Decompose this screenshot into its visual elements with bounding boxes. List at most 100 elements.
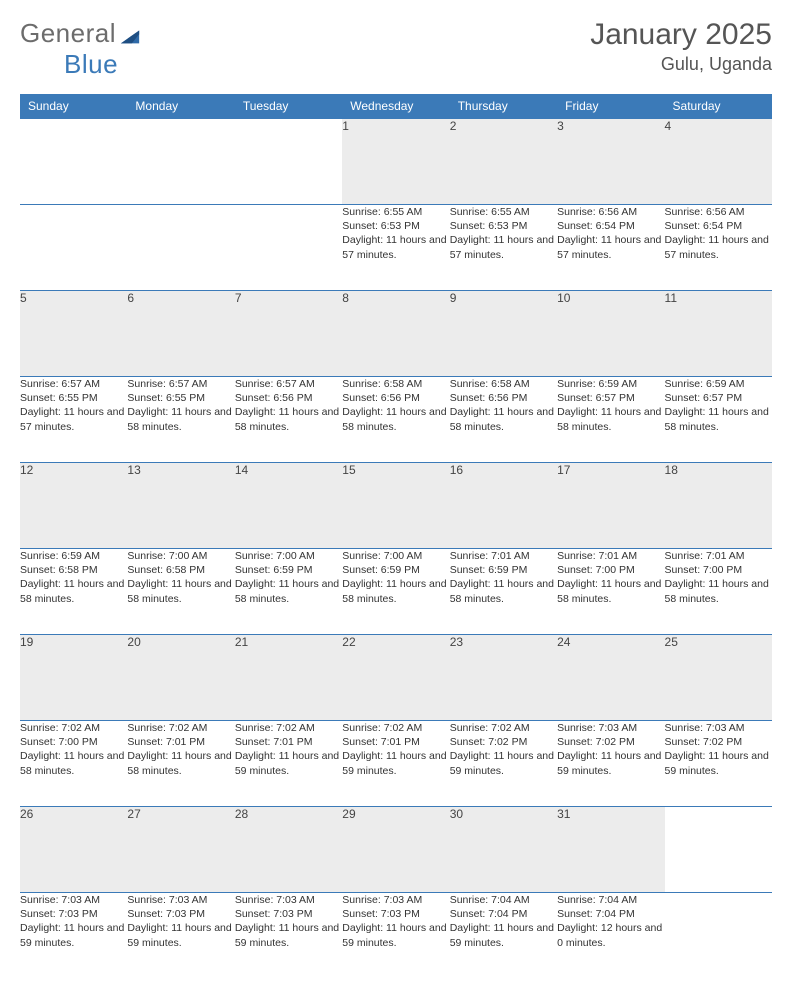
daylight-line: Daylight: 11 hours and 59 minutes. bbox=[342, 921, 449, 949]
daylight-line: Daylight: 11 hours and 58 minutes. bbox=[342, 577, 449, 605]
daylight-line: Daylight: 11 hours and 59 minutes. bbox=[235, 921, 342, 949]
daylight-line: Daylight: 11 hours and 58 minutes. bbox=[557, 405, 664, 433]
day-detail-cell: Sunrise: 7:03 AMSunset: 7:03 PMDaylight:… bbox=[20, 893, 127, 979]
day-number-cell: 13 bbox=[127, 463, 234, 549]
day-detail-cell bbox=[127, 205, 234, 291]
day-detail-cell: Sunrise: 6:56 AMSunset: 6:54 PMDaylight:… bbox=[557, 205, 664, 291]
sunrise-line: Sunrise: 7:00 AM bbox=[235, 549, 342, 563]
day-number-cell: 18 bbox=[665, 463, 772, 549]
day-number-cell: 12 bbox=[20, 463, 127, 549]
day-detail-cell: Sunrise: 6:57 AMSunset: 6:55 PMDaylight:… bbox=[127, 377, 234, 463]
day-number-cell: 14 bbox=[235, 463, 342, 549]
daylight-line: Daylight: 11 hours and 58 minutes. bbox=[557, 577, 664, 605]
sunrise-line: Sunrise: 7:01 AM bbox=[450, 549, 557, 563]
day-number-cell bbox=[20, 119, 127, 205]
week-body-row: Sunrise: 7:02 AMSunset: 7:00 PMDaylight:… bbox=[20, 721, 772, 807]
sunrise-line: Sunrise: 6:55 AM bbox=[342, 205, 449, 219]
day-number-cell: 8 bbox=[342, 291, 449, 377]
month-title: January 2025 bbox=[590, 18, 772, 52]
logo-triangle-icon bbox=[119, 23, 141, 45]
day-header: Monday bbox=[127, 94, 234, 119]
daylight-line: Daylight: 11 hours and 58 minutes. bbox=[342, 405, 449, 433]
day-detail-cell: Sunrise: 6:55 AMSunset: 6:53 PMDaylight:… bbox=[342, 205, 449, 291]
day-number-cell: 15 bbox=[342, 463, 449, 549]
sunset-line: Sunset: 6:54 PM bbox=[665, 219, 772, 233]
sunrise-line: Sunrise: 7:01 AM bbox=[557, 549, 664, 563]
day-number-cell: 5 bbox=[20, 291, 127, 377]
daylight-line: Daylight: 11 hours and 58 minutes. bbox=[127, 749, 234, 777]
sunrise-line: Sunrise: 7:00 AM bbox=[342, 549, 449, 563]
sunrise-line: Sunrise: 6:59 AM bbox=[557, 377, 664, 391]
sunset-line: Sunset: 7:03 PM bbox=[127, 907, 234, 921]
week-num-row: 1234 bbox=[20, 119, 772, 205]
day-number-cell: 16 bbox=[450, 463, 557, 549]
day-detail-cell: Sunrise: 6:57 AMSunset: 6:55 PMDaylight:… bbox=[20, 377, 127, 463]
day-detail-cell bbox=[235, 205, 342, 291]
sunset-line: Sunset: 7:03 PM bbox=[235, 907, 342, 921]
sunrise-line: Sunrise: 7:03 AM bbox=[665, 721, 772, 735]
daylight-line: Daylight: 11 hours and 57 minutes. bbox=[557, 233, 664, 261]
week-body-row: Sunrise: 6:55 AMSunset: 6:53 PMDaylight:… bbox=[20, 205, 772, 291]
daylight-line: Daylight: 11 hours and 59 minutes. bbox=[665, 749, 772, 777]
week-num-row: 567891011 bbox=[20, 291, 772, 377]
day-detail-cell: Sunrise: 7:03 AMSunset: 7:03 PMDaylight:… bbox=[235, 893, 342, 979]
week-body-row: Sunrise: 6:59 AMSunset: 6:58 PMDaylight:… bbox=[20, 549, 772, 635]
sunset-line: Sunset: 6:54 PM bbox=[557, 219, 664, 233]
daylight-line: Daylight: 11 hours and 58 minutes. bbox=[127, 577, 234, 605]
day-number-cell: 23 bbox=[450, 635, 557, 721]
sunrise-line: Sunrise: 7:02 AM bbox=[342, 721, 449, 735]
calendar-page: General January 2025 Gulu, Uganda Blue S… bbox=[0, 0, 792, 989]
day-number-cell: 25 bbox=[665, 635, 772, 721]
week-body-row: Sunrise: 6:57 AMSunset: 6:55 PM Daylight:… bbox=[20, 377, 772, 463]
sunset-line: Sunset: 6:56 PM bbox=[342, 391, 449, 405]
day-detail-cell: Sunrise: 7:00 AMSunset: 6:59 PMDaylight:… bbox=[235, 549, 342, 635]
sunset-line: Sunset: 6:55 PM bbox=[20, 391, 127, 405]
sunrise-line: Sunrise: 7:04 AM bbox=[450, 893, 557, 907]
day-number-cell: 6 bbox=[127, 291, 234, 377]
day-header-row: Sunday Monday Tuesday Wednesday Thursday… bbox=[20, 94, 772, 119]
day-detail-cell: Sunrise: 7:02 AMSunset: 7:01 PMDaylight:… bbox=[127, 721, 234, 807]
daylight-line: Daylight: 11 hours and 59 minutes. bbox=[127, 921, 234, 949]
sunset-line: Sunset: 7:01 PM bbox=[235, 735, 342, 749]
sunset-line: Sunset: 7:02 PM bbox=[557, 735, 664, 749]
sunset-line: Sunset: 6:59 PM bbox=[235, 563, 342, 577]
sunrise-line: Sunrise: 6:56 AM bbox=[557, 205, 664, 219]
day-detail-cell: Sunrise: 6:58 AMSunset: 6:56 PMDaylight:… bbox=[450, 377, 557, 463]
sunset-line: Sunset: 6:57 PM bbox=[665, 391, 772, 405]
day-detail-cell: Sunrise: 7:04 AMSunset: 7:04 PMDaylight:… bbox=[557, 893, 664, 979]
sunset-line: Sunset: 7:01 PM bbox=[127, 735, 234, 749]
sunset-line: Sunset: 6:59 PM bbox=[342, 563, 449, 577]
day-number-cell: 1 bbox=[342, 119, 449, 205]
daylight-line: Daylight: 12 hours and 0 minutes. bbox=[557, 921, 664, 949]
sunrise-line: Sunrise: 6:58 AM bbox=[450, 377, 557, 391]
sunrise-line: Sunrise: 6:57 AM bbox=[127, 377, 234, 391]
day-number-cell: 19 bbox=[20, 635, 127, 721]
sunset-line: Sunset: 6:58 PM bbox=[20, 563, 127, 577]
sunrise-line: Sunrise: 6:57 AM bbox=[20, 377, 127, 391]
day-number-cell: 31 bbox=[557, 807, 664, 893]
day-header: Thursday bbox=[450, 94, 557, 119]
sunrise-line: Sunrise: 7:03 AM bbox=[557, 721, 664, 735]
sunrise-line: Sunrise: 7:03 AM bbox=[342, 893, 449, 907]
daylight-line: Daylight: 11 hours and 57 minutes. bbox=[450, 233, 557, 261]
day-number-cell: 20 bbox=[127, 635, 234, 721]
day-detail-cell: Sunrise: 7:01 AMSunset: 7:00 PMDaylight:… bbox=[665, 549, 772, 635]
sunrise-line: Sunrise: 7:00 AM bbox=[127, 549, 234, 563]
sunset-line: Sunset: 7:04 PM bbox=[450, 907, 557, 921]
sunset-line: Sunset: 7:04 PM bbox=[557, 907, 664, 921]
day-number-cell: 30 bbox=[450, 807, 557, 893]
week-num-row: 12131415161718 bbox=[20, 463, 772, 549]
day-number-cell: 3 bbox=[557, 119, 664, 205]
daylight-line: Daylight: 11 hours and 58 minutes. bbox=[235, 577, 342, 605]
calendar-grid: Sunday Monday Tuesday Wednesday Thursday… bbox=[20, 94, 772, 979]
daylight-line: Daylight: 11 hours and 58 minutes. bbox=[450, 577, 557, 605]
brand-word2: Blue bbox=[64, 49, 772, 80]
day-header: Tuesday bbox=[235, 94, 342, 119]
day-detail-cell: Sunrise: 7:00 AMSunset: 6:58 PMDaylight:… bbox=[127, 549, 234, 635]
sunrise-line: Sunrise: 7:04 AM bbox=[557, 893, 664, 907]
daylight-line: Daylight: 11 hours and 59 minutes. bbox=[20, 921, 127, 949]
day-detail-cell: Sunrise: 6:55 AMSunset: 6:53 PMDaylight:… bbox=[450, 205, 557, 291]
day-number-cell: 28 bbox=[235, 807, 342, 893]
sunrise-line: Sunrise: 7:02 AM bbox=[20, 721, 127, 735]
day-detail-cell: Sunrise: 7:03 AMSunset: 7:03 PMDaylight:… bbox=[127, 893, 234, 979]
